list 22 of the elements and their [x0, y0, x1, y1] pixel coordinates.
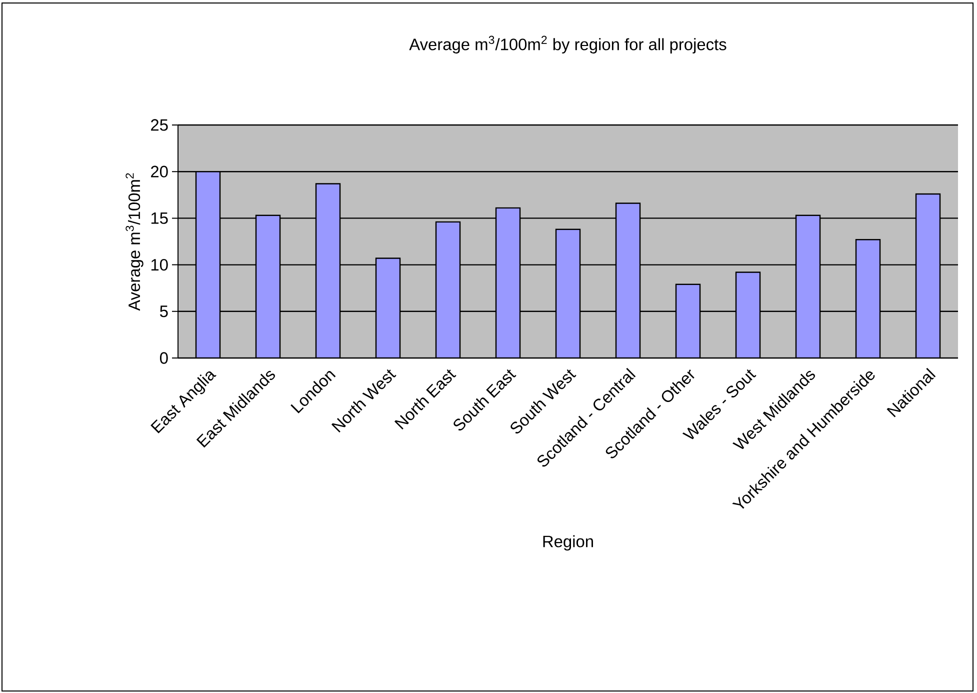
bar — [615, 202, 641, 358]
y-tick-label: 25 — [151, 119, 168, 131]
y-axis-title: Average m$^{3}$/100m$^{2}$ — [126, 173, 144, 311]
bar — [375, 258, 401, 358]
bar — [735, 272, 761, 358]
bar — [915, 193, 941, 358]
bar — [855, 239, 881, 358]
bar — [435, 221, 461, 358]
x-axis-title: Region — [543, 535, 593, 551]
chart-title: Average m$^{3}$/100m$^{2}$ by region for all projects — [409, 36, 726, 54]
bar — [675, 284, 701, 358]
y-tick-label: 15 — [151, 212, 168, 224]
bar — [315, 183, 341, 358]
y-tick-label: 10 — [151, 258, 168, 271]
bar — [255, 214, 281, 358]
bar — [795, 214, 821, 358]
y-tick-label: 20 — [151, 166, 168, 178]
bar — [495, 207, 521, 358]
y-tick-label: 5 — [160, 306, 168, 318]
bar — [555, 228, 581, 358]
bar — [195, 171, 221, 358]
y-tick-label: 0 — [160, 352, 168, 364]
